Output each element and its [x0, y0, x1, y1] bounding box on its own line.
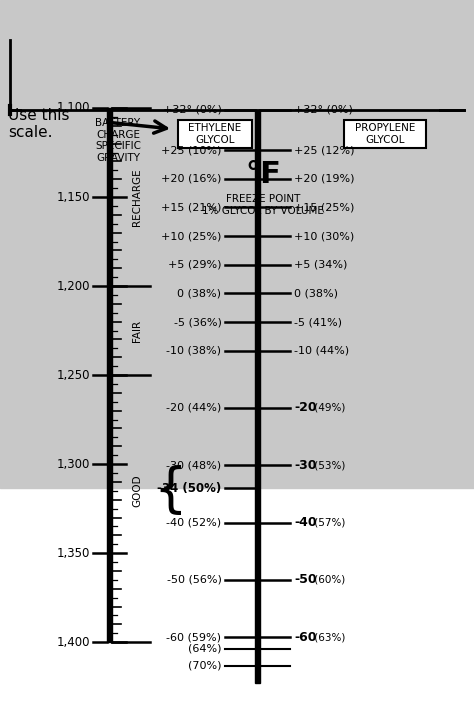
Text: +25 (10%): +25 (10%)	[161, 145, 221, 155]
Bar	[108, 108, 112, 642]
Text: FAIR: FAIR	[133, 320, 143, 341]
Text: °F: °F	[245, 160, 281, 189]
Text: ETHYLENE
GLYCOL: ETHYLENE GLYCOL	[188, 123, 242, 145]
Text: GOOD: GOOD	[133, 475, 143, 507]
Text: (60%): (60%)	[311, 575, 345, 585]
Text: -34 (50%): -34 (50%)	[157, 482, 221, 495]
Text: (57%): (57%)	[311, 518, 346, 528]
Bar	[0, 0, 474, 488]
Text: +10 (25%): +10 (25%)	[161, 231, 221, 241]
Text: +5 (34%): +5 (34%)	[294, 260, 348, 269]
Text: -60: -60	[294, 630, 317, 644]
Text: (64%): (64%)	[188, 644, 221, 654]
Text: +20 (19%): +20 (19%)	[294, 174, 355, 183]
Text: BATTERY
CHARGE
SPECIFIC
GRAVITY: BATTERY CHARGE SPECIFIC GRAVITY	[95, 118, 141, 163]
Text: -5 (41%): -5 (41%)	[294, 317, 343, 327]
Text: Use this
scale.: Use this scale.	[8, 108, 70, 141]
Text: PROPYLENE
GLYCOL: PROPYLENE GLYCOL	[355, 123, 415, 145]
Text: 1,300: 1,300	[57, 458, 91, 470]
Text: RECHARGE: RECHARGE	[133, 168, 143, 226]
Text: -20: -20	[294, 401, 317, 414]
Text: -5 (36%): -5 (36%)	[173, 317, 221, 327]
Text: 1,400: 1,400	[57, 636, 91, 649]
Text: (70%): (70%)	[188, 661, 221, 670]
Text: -60 (59%): -60 (59%)	[166, 632, 221, 642]
Text: {: {	[153, 464, 187, 517]
Text: -20 (44%): -20 (44%)	[166, 403, 221, 413]
Text: (49%): (49%)	[311, 403, 346, 413]
Text: 0 (38%): 0 (38%)	[294, 288, 338, 298]
Text: -50 (56%): -50 (56%)	[167, 575, 221, 585]
FancyBboxPatch shape	[344, 120, 426, 148]
FancyBboxPatch shape	[178, 120, 252, 148]
Text: +25 (12%): +25 (12%)	[294, 145, 355, 155]
Text: +5 (29%): +5 (29%)	[168, 260, 221, 269]
Text: 1,350: 1,350	[57, 547, 91, 560]
Text: 1,250: 1,250	[57, 368, 91, 381]
Text: -30: -30	[294, 459, 317, 472]
Text: (63%): (63%)	[311, 632, 346, 642]
Text: -50: -50	[294, 574, 317, 586]
Text: 1,150: 1,150	[57, 191, 91, 204]
Text: 0 (38%): 0 (38%)	[177, 288, 221, 298]
Text: -40: -40	[294, 516, 317, 529]
Bar	[255, 110, 261, 683]
Text: +15 (25%): +15 (25%)	[294, 202, 355, 213]
Text: 1,100: 1,100	[57, 101, 91, 114]
Text: -40 (52%): -40 (52%)	[166, 518, 221, 528]
Text: +32° (0%): +32° (0%)	[294, 105, 354, 115]
Text: +10 (30%): +10 (30%)	[294, 231, 355, 241]
Text: -30 (48%): -30 (48%)	[166, 460, 221, 470]
Text: +15 (21%): +15 (21%)	[161, 202, 221, 213]
Text: (53%): (53%)	[311, 460, 346, 470]
Text: -10 (44%): -10 (44%)	[294, 346, 350, 356]
Text: FREEZE POINT
1% GLYCOL BY VOLUME: FREEZE POINT 1% GLYCOL BY VOLUME	[202, 194, 324, 215]
Text: -10 (38%): -10 (38%)	[166, 346, 221, 356]
Text: 1,200: 1,200	[57, 280, 91, 293]
Text: +20 (16%): +20 (16%)	[161, 174, 221, 183]
Text: +32° (0%): +32° (0%)	[163, 105, 221, 115]
